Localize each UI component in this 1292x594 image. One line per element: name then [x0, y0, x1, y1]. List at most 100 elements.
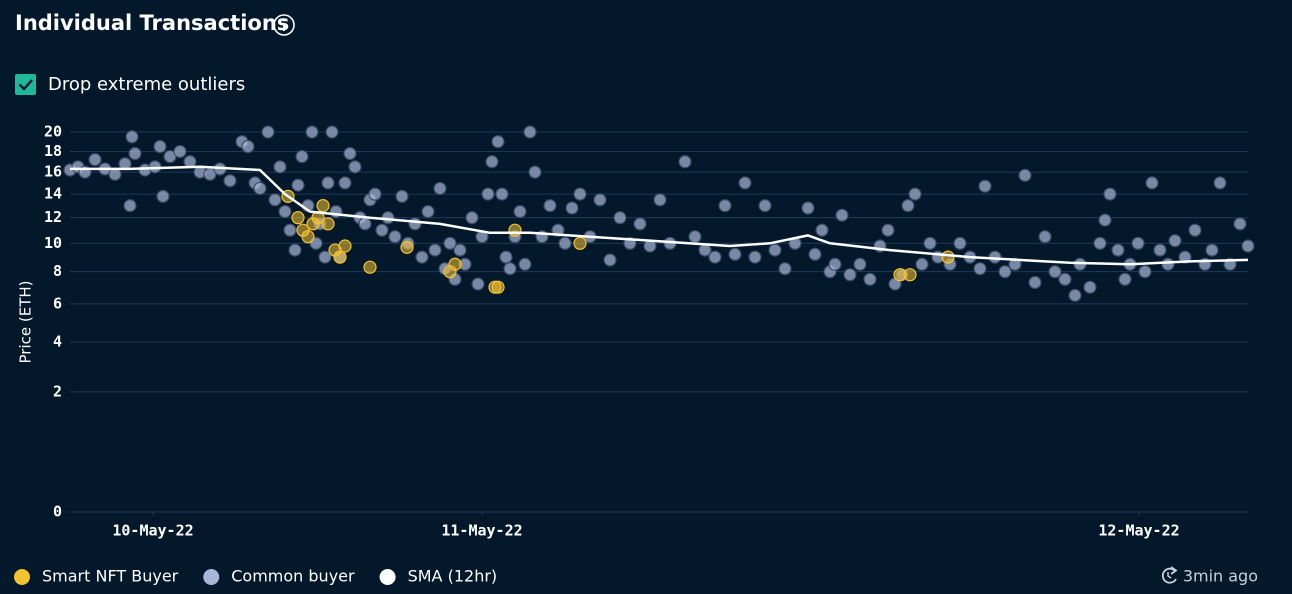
point	[278, 204, 292, 219]
legend-swatch	[379, 569, 396, 585]
point	[291, 178, 305, 192]
legend-label: Common buyer	[231, 567, 355, 586]
point	[1233, 217, 1247, 231]
legend-swatch	[14, 569, 30, 585]
point	[495, 187, 509, 201]
point	[273, 160, 287, 174]
point	[173, 144, 187, 159]
point	[593, 193, 607, 207]
point	[268, 193, 282, 207]
point	[1118, 272, 1132, 286]
chart-title: Individual Transactions	[15, 11, 289, 35]
point	[863, 272, 877, 286]
y-tick-label: 8	[53, 262, 62, 280]
legend-label: SMA (12hr)	[408, 567, 498, 586]
point	[1161, 257, 1175, 271]
point	[400, 240, 414, 254]
point	[343, 146, 357, 161]
point	[448, 257, 462, 271]
point	[305, 125, 319, 139]
point	[708, 250, 722, 264]
point	[573, 236, 587, 250]
y-tick-label: 16	[44, 163, 62, 181]
point	[338, 176, 352, 190]
point	[573, 187, 587, 201]
point	[678, 155, 692, 169]
y-tick-label: 10	[44, 234, 62, 252]
legend: Smart NFT Buyer Common buyer SMA (12hr)	[14, 567, 497, 586]
point	[499, 250, 513, 264]
point	[128, 146, 142, 161]
y-tick-label: 4	[53, 333, 62, 351]
point	[1098, 213, 1112, 227]
point	[728, 247, 742, 261]
point	[1205, 243, 1219, 257]
point	[973, 262, 987, 276]
point	[153, 139, 167, 154]
point	[778, 262, 792, 276]
checkbox[interactable]	[15, 74, 36, 95]
point	[801, 201, 815, 215]
point	[1178, 250, 1192, 264]
point	[421, 204, 435, 219]
point	[1093, 236, 1107, 250]
point	[881, 223, 895, 237]
point	[253, 181, 267, 196]
point	[1241, 239, 1255, 253]
point	[1038, 230, 1052, 244]
point	[828, 257, 842, 271]
point	[508, 223, 522, 237]
plot	[63, 125, 1255, 302]
point	[395, 189, 409, 203]
point	[613, 211, 627, 225]
point	[941, 250, 955, 264]
point	[1018, 168, 1032, 182]
point	[325, 125, 339, 139]
point	[518, 257, 532, 271]
point	[633, 217, 647, 231]
point	[291, 211, 305, 225]
point	[241, 139, 255, 154]
point	[1138, 265, 1152, 279]
point	[718, 199, 732, 213]
x-tick-label: 11-May-22	[441, 522, 522, 540]
point	[321, 176, 335, 190]
point	[288, 243, 302, 257]
point	[316, 199, 330, 213]
checkbox-label[interactable]: Drop extreme outliers	[48, 74, 245, 95]
point	[843, 268, 857, 282]
point	[523, 125, 537, 139]
point	[998, 265, 1012, 279]
point	[808, 247, 822, 261]
point	[1083, 280, 1097, 294]
x-tick-label: 10-May-22	[112, 522, 193, 540]
refresh-icon[interactable]	[1161, 566, 1178, 584]
point	[1188, 223, 1202, 237]
point	[915, 257, 929, 271]
point	[1153, 243, 1167, 257]
point	[453, 243, 467, 257]
updated-label: 3min ago	[1183, 567, 1258, 586]
point	[318, 250, 332, 264]
point	[953, 236, 967, 250]
point	[368, 187, 382, 201]
point	[348, 160, 362, 174]
point	[1048, 265, 1062, 279]
point	[433, 181, 447, 196]
point	[748, 250, 762, 264]
point	[738, 176, 752, 190]
point	[901, 199, 915, 213]
point	[558, 236, 572, 250]
y-tick-label: 14	[44, 185, 62, 203]
point	[388, 230, 402, 244]
point	[481, 187, 495, 201]
point	[1068, 288, 1082, 302]
point	[978, 179, 992, 193]
point	[565, 201, 579, 215]
legend-item: SMA (12hr)	[379, 567, 498, 586]
point	[1131, 236, 1145, 250]
info-icon[interactable]	[273, 14, 295, 36]
point	[1111, 243, 1125, 257]
sma-line	[70, 165, 1249, 266]
point	[301, 230, 315, 244]
